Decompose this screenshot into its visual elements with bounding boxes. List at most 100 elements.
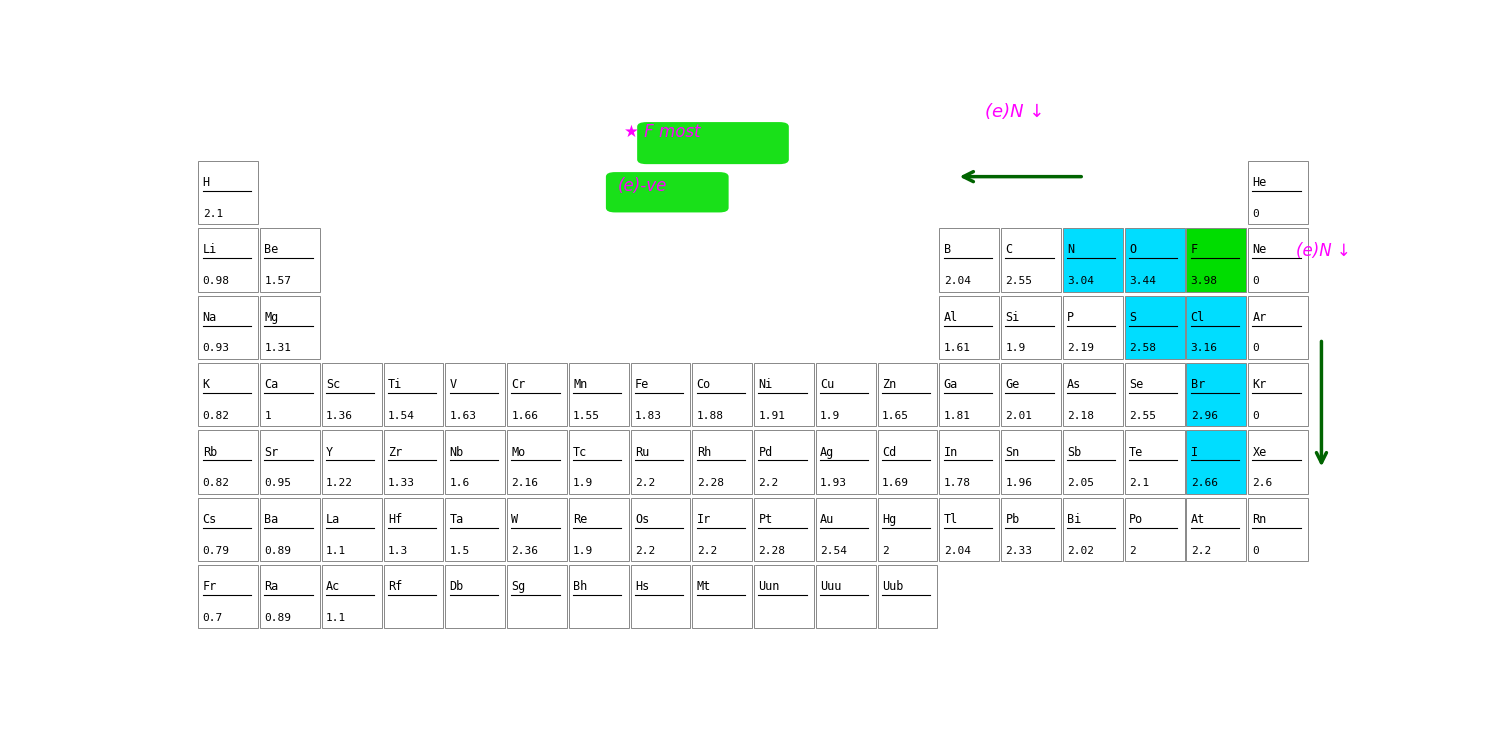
Bar (630, 565, 690, 629)
Text: 2.55: 2.55 (1129, 411, 1156, 421)
Text: Hg: Hg (881, 513, 896, 526)
Bar (877, 497, 938, 561)
Text: Uun: Uun (759, 580, 780, 593)
Text: 1.63: 1.63 (450, 411, 477, 421)
Bar (1186, 295, 1246, 359)
Text: 2.55: 2.55 (1005, 276, 1032, 286)
Bar (940, 497, 999, 561)
Text: Kr: Kr (1252, 379, 1267, 391)
Text: Po: Po (1129, 513, 1143, 526)
Bar (630, 363, 690, 427)
Bar (1001, 430, 1061, 494)
Bar (1247, 497, 1309, 561)
Text: 1.78: 1.78 (944, 478, 971, 489)
Text: Uub: Uub (881, 580, 904, 593)
Text: 2.33: 2.33 (1005, 545, 1032, 556)
Text: In: In (944, 446, 958, 458)
Bar (1125, 430, 1185, 494)
Bar (1247, 228, 1309, 292)
Text: Rh: Rh (696, 446, 711, 458)
Text: W: W (511, 513, 518, 526)
Bar (1125, 363, 1185, 427)
Text: 2.6: 2.6 (1252, 478, 1273, 489)
Bar (445, 430, 505, 494)
Bar (816, 363, 875, 427)
Bar (692, 363, 753, 427)
Text: 1.9: 1.9 (820, 411, 841, 421)
Bar (199, 295, 258, 359)
Text: 2.1: 2.1 (1129, 478, 1149, 489)
Text: Se: Se (1129, 379, 1143, 391)
Text: Sr: Sr (264, 446, 279, 458)
Text: 1.66: 1.66 (511, 411, 538, 421)
Text: 0.93: 0.93 (203, 343, 230, 354)
Text: 2.04: 2.04 (944, 276, 971, 286)
Bar (260, 295, 320, 359)
Text: 2.96: 2.96 (1191, 411, 1218, 421)
Text: F: F (1191, 244, 1198, 257)
Bar (1062, 497, 1123, 561)
Text: Sg: Sg (511, 580, 526, 593)
Text: Br: Br (1191, 379, 1206, 391)
Text: 1.5: 1.5 (450, 545, 471, 556)
Bar (384, 363, 444, 427)
Bar (1247, 161, 1309, 224)
Text: 2: 2 (1129, 545, 1135, 556)
Text: Ne: Ne (1252, 244, 1267, 257)
Bar (506, 363, 568, 427)
Text: As: As (1067, 379, 1082, 391)
Text: 1.22: 1.22 (326, 478, 353, 489)
Bar (569, 497, 629, 561)
Text: 3.44: 3.44 (1129, 276, 1156, 286)
Text: Cs: Cs (203, 513, 217, 526)
Bar (569, 363, 629, 427)
Text: Hf: Hf (388, 513, 402, 526)
Text: 2.01: 2.01 (1005, 411, 1032, 421)
Text: 1.31: 1.31 (264, 343, 291, 354)
Bar (260, 228, 320, 292)
Text: 0.98: 0.98 (203, 276, 230, 286)
Text: At: At (1191, 513, 1206, 526)
Text: Os: Os (635, 513, 650, 526)
Bar (1125, 228, 1185, 292)
Text: Rf: Rf (388, 580, 402, 593)
Bar (1125, 497, 1185, 561)
Bar (816, 565, 875, 629)
Text: 1.1: 1.1 (326, 613, 347, 623)
Bar (1062, 430, 1123, 494)
Text: 0.95: 0.95 (264, 478, 291, 489)
Text: 2.18: 2.18 (1067, 411, 1094, 421)
Bar (199, 228, 258, 292)
Text: 0.82: 0.82 (203, 411, 230, 421)
Text: 2.66: 2.66 (1191, 478, 1218, 489)
Text: 2.28: 2.28 (696, 478, 723, 489)
Bar (816, 430, 875, 494)
Text: Fe: Fe (635, 379, 650, 391)
Bar (1062, 363, 1123, 427)
Text: Ti: Ti (388, 379, 402, 391)
Text: 2.16: 2.16 (511, 478, 538, 489)
Text: 0: 0 (1252, 343, 1259, 354)
Text: (e)N ↓: (e)N ↓ (1297, 242, 1351, 260)
Text: Sb: Sb (1067, 446, 1082, 458)
Text: 1.81: 1.81 (944, 411, 971, 421)
Bar (321, 430, 382, 494)
Text: Zn: Zn (881, 379, 896, 391)
Text: 1.93: 1.93 (820, 478, 847, 489)
Text: 0.89: 0.89 (264, 545, 291, 556)
Bar (321, 565, 382, 629)
Text: Co: Co (696, 379, 711, 391)
Bar (569, 430, 629, 494)
Text: Ag: Ag (820, 446, 835, 458)
Text: Pd: Pd (759, 446, 772, 458)
Text: Ta: Ta (450, 513, 465, 526)
Text: 3.16: 3.16 (1191, 343, 1218, 354)
Bar (1186, 430, 1246, 494)
Text: Tl: Tl (944, 513, 958, 526)
Text: Au: Au (820, 513, 835, 526)
Text: Mn: Mn (574, 379, 587, 391)
Bar (940, 430, 999, 494)
Text: 0.7: 0.7 (203, 613, 223, 623)
Bar (877, 363, 938, 427)
Text: Pb: Pb (1005, 513, 1020, 526)
